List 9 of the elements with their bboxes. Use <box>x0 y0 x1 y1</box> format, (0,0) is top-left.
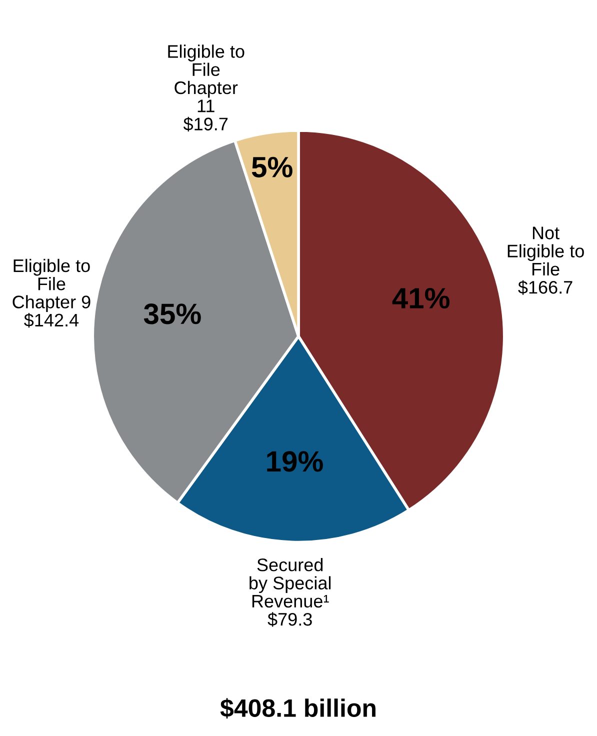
data-label: 41% <box>392 288 450 309</box>
data-label: 5% <box>252 156 292 178</box>
data-label: 35% <box>144 304 201 324</box>
slice-label: Secured by Special Revenue¹ $79.3 <box>250 558 331 627</box>
slice-label: Eligible to File Chapter 11 $19.7 <box>168 44 244 132</box>
text: $408.1 billion <box>220 698 376 719</box>
slice-label: Not Eligible to File $166.7 <box>508 226 584 295</box>
data-label: 19% <box>267 451 323 472</box>
slice-label: Eligible to File Chapter 9 $142.4 <box>12 258 90 328</box>
